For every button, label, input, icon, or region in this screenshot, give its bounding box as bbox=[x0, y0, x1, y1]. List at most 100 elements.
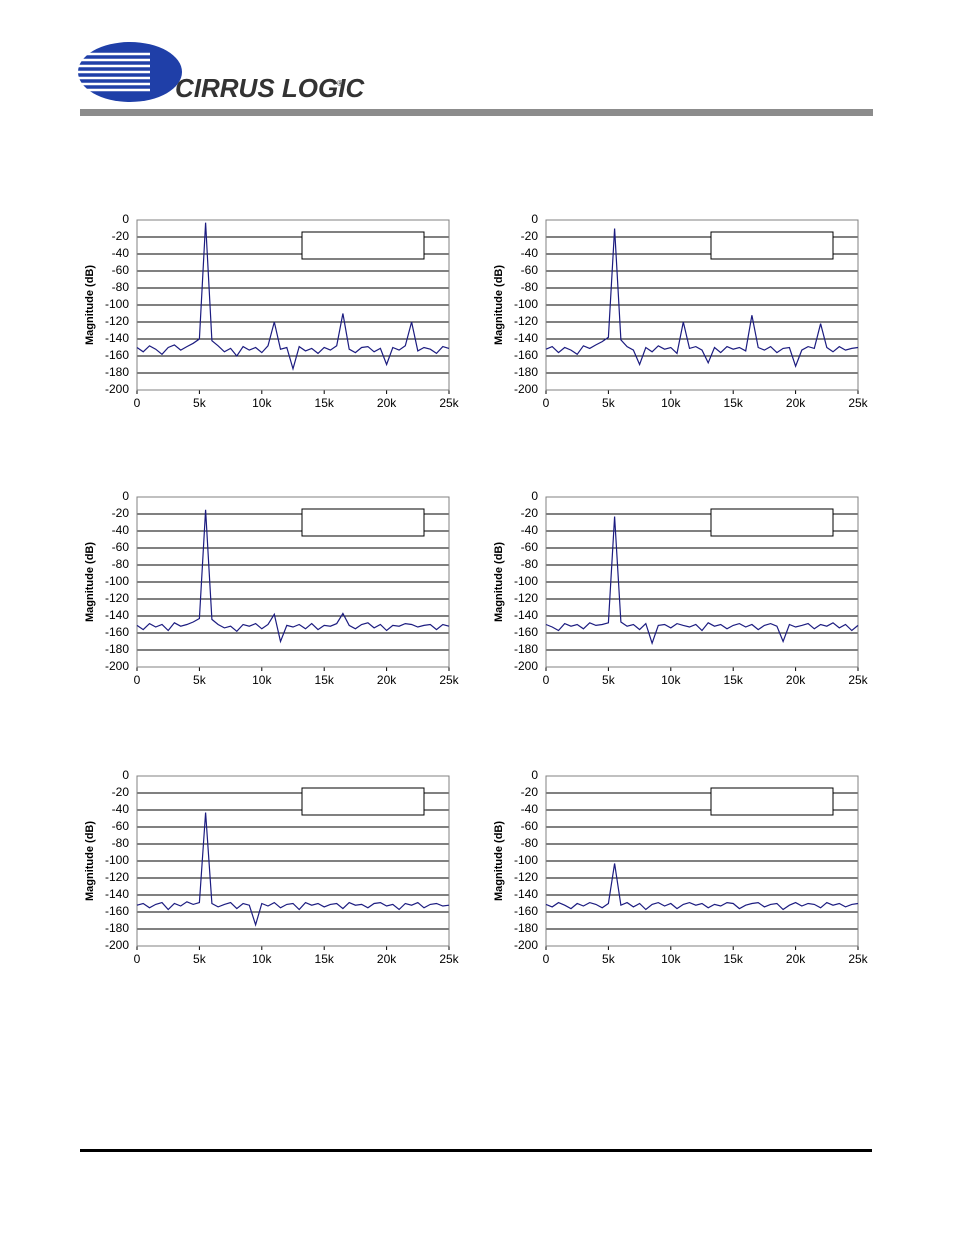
y-tick-label: -80 bbox=[521, 557, 539, 571]
x-tick-label: 25k bbox=[848, 673, 868, 687]
logo-registered: ® bbox=[337, 79, 343, 88]
x-tick-label: 0 bbox=[134, 952, 141, 966]
chart: 0 -20 -40 -60 -80 -100 -120 -140 -160 -180 -200 0 5k… bbox=[493, 768, 869, 966]
y-tick-label: -160 bbox=[514, 904, 538, 918]
x-tick-label: 10k bbox=[661, 673, 681, 687]
x-tick-label: 15k bbox=[315, 396, 335, 410]
y-tick-label: -40 bbox=[521, 523, 539, 537]
y-axis-label: Magnitude (dB) bbox=[493, 821, 505, 901]
y-tick-label: -200 bbox=[105, 938, 129, 952]
chart: 0 -20 -40 -60 -80 -100 -120 -140 -160 -180 -200 0 5k… bbox=[84, 489, 460, 687]
spectrum-line bbox=[136, 812, 450, 927]
spectrum-line bbox=[545, 228, 859, 368]
chart: 0 -20 -40 -60 -80 -100 -120 -140 -160 -180 -200 0 5k… bbox=[493, 489, 869, 687]
y-tick-label: 0 bbox=[531, 768, 538, 782]
y-tick-label: -120 bbox=[514, 314, 538, 328]
y-tick-label: -120 bbox=[514, 870, 538, 884]
y-tick-label: -60 bbox=[112, 263, 130, 277]
spectrum-line bbox=[545, 863, 859, 911]
y-tick-label: -60 bbox=[521, 540, 539, 554]
logo-mark bbox=[75, 42, 182, 102]
y-tick-label: -100 bbox=[105, 297, 129, 311]
y-tick-label: -20 bbox=[521, 785, 539, 799]
x-tick-label: 5k bbox=[193, 673, 207, 687]
y-tick-label: -100 bbox=[105, 853, 129, 867]
x-tick-label: 5k bbox=[193, 952, 207, 966]
x-tick-label: 20k bbox=[786, 952, 806, 966]
chart: 0 -20 -40 -60 -80 -100 -120 -140 -160 -180 -200 0 5k… bbox=[84, 212, 460, 410]
x-tick-label: 25k bbox=[439, 396, 459, 410]
footer-rule bbox=[80, 1149, 872, 1152]
y-tick-label: -80 bbox=[112, 836, 130, 850]
y-axis-label: Magnitude (dB) bbox=[493, 265, 505, 345]
y-tick-label: -20 bbox=[521, 229, 539, 243]
x-tick-label: 10k bbox=[661, 396, 681, 410]
x-tick-label: 0 bbox=[134, 396, 141, 410]
y-tick-label: -40 bbox=[112, 246, 130, 260]
x-tick-label: 15k bbox=[724, 952, 744, 966]
y-tick-label: -180 bbox=[105, 642, 129, 656]
y-tick-label: -160 bbox=[105, 625, 129, 639]
x-tick-label: 20k bbox=[377, 952, 397, 966]
x-tick-label: 20k bbox=[786, 673, 806, 687]
x-tick-label: 0 bbox=[543, 396, 550, 410]
chart: 0 -20 -40 -60 -80 -100 -120 -140 -160 -180 -200 0 5k… bbox=[493, 212, 869, 410]
y-tick-label: -160 bbox=[514, 625, 538, 639]
x-tick-label: 10k bbox=[252, 673, 272, 687]
x-tick-label: 0 bbox=[134, 673, 141, 687]
y-tick-label: -120 bbox=[105, 870, 129, 884]
logo-text: CIRRUS LOGIC bbox=[175, 73, 365, 103]
y-tick-label: -160 bbox=[514, 348, 538, 362]
spectrum-line bbox=[545, 516, 859, 646]
y-tick-label: -180 bbox=[514, 642, 538, 656]
y-axis-label: Magnitude (dB) bbox=[84, 542, 96, 622]
x-tick-label: 15k bbox=[315, 952, 335, 966]
y-tick-label: -160 bbox=[105, 348, 129, 362]
plot-frame bbox=[545, 219, 859, 391]
y-tick-label: -180 bbox=[105, 921, 129, 935]
x-tick-label: 15k bbox=[315, 673, 335, 687]
y-tick-label: 0 bbox=[531, 489, 538, 503]
plot-frame bbox=[545, 496, 859, 668]
legend-box bbox=[710, 508, 834, 537]
y-tick-label: -200 bbox=[105, 382, 129, 396]
y-tick-label: -120 bbox=[105, 591, 129, 605]
x-tick-label: 5k bbox=[193, 396, 207, 410]
x-tick-label: 20k bbox=[377, 673, 397, 687]
plot-frame bbox=[136, 219, 450, 391]
chart: 0 -20 -40 -60 -80 -100 -120 -140 -160 -180 -200 0 5k… bbox=[84, 768, 460, 966]
y-tick-label: -80 bbox=[521, 836, 539, 850]
y-tick-label: -120 bbox=[105, 314, 129, 328]
y-tick-label: -80 bbox=[112, 557, 130, 571]
y-tick-label: -140 bbox=[514, 608, 538, 622]
y-axis-label: Magnitude (dB) bbox=[493, 542, 505, 622]
y-tick-label: -160 bbox=[105, 904, 129, 918]
y-tick-label: -100 bbox=[514, 853, 538, 867]
x-tick-label: 10k bbox=[661, 952, 681, 966]
y-tick-label: -60 bbox=[521, 263, 539, 277]
x-tick-label: 15k bbox=[724, 673, 744, 687]
y-tick-label: -100 bbox=[105, 574, 129, 588]
y-tick-label: -200 bbox=[514, 382, 538, 396]
spectrum-line bbox=[136, 509, 450, 644]
plot-frame bbox=[136, 775, 450, 947]
y-tick-label: -140 bbox=[514, 887, 538, 901]
legend-box bbox=[710, 787, 834, 816]
x-tick-label: 25k bbox=[848, 396, 868, 410]
spectrum-line bbox=[136, 222, 450, 371]
x-tick-label: 10k bbox=[252, 952, 272, 966]
x-tick-label: 20k bbox=[786, 396, 806, 410]
y-tick-label: -140 bbox=[105, 887, 129, 901]
legend-box bbox=[710, 231, 834, 260]
x-tick-label: 25k bbox=[439, 673, 459, 687]
y-tick-label: -200 bbox=[105, 659, 129, 673]
y-tick-label: -20 bbox=[521, 506, 539, 520]
y-tick-label: -100 bbox=[514, 297, 538, 311]
y-tick-label: -80 bbox=[112, 280, 130, 294]
y-tick-label: -200 bbox=[514, 938, 538, 952]
y-tick-label: -140 bbox=[514, 331, 538, 345]
legend-box bbox=[301, 231, 425, 260]
x-tick-label: 5k bbox=[602, 673, 616, 687]
